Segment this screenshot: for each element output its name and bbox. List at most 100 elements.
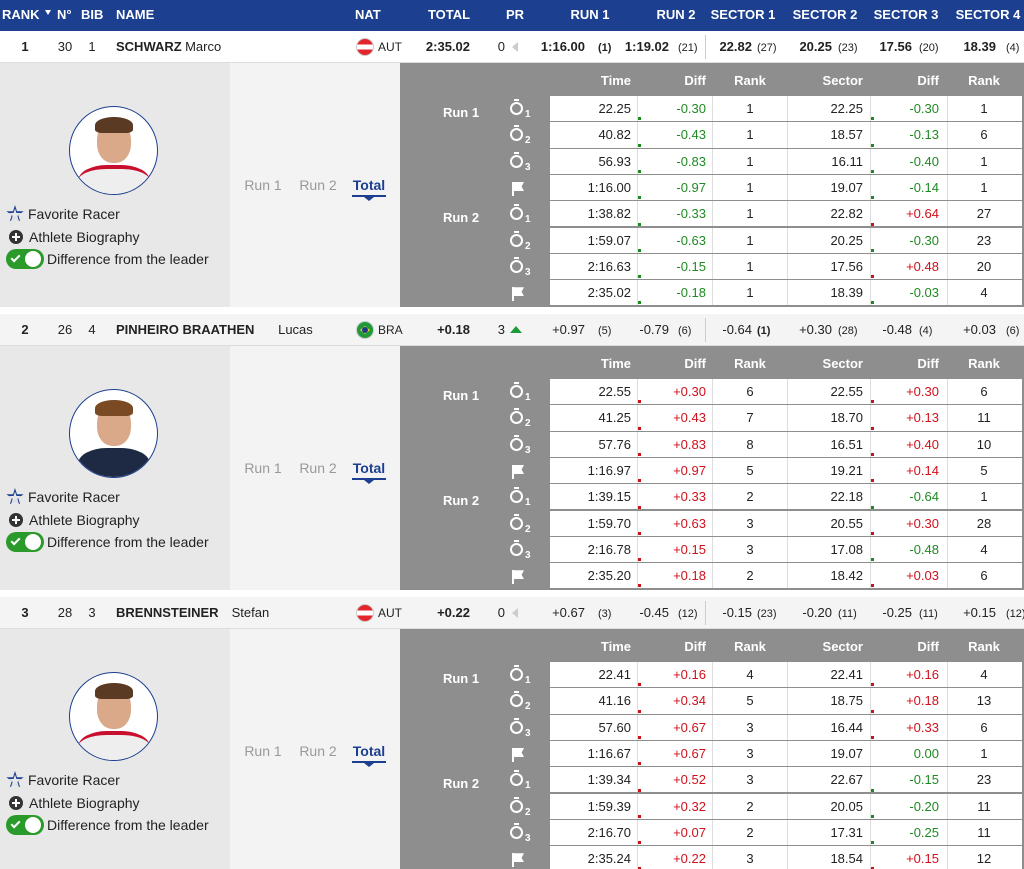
athlete-photo: [69, 106, 158, 195]
time-value: 22.41: [830, 667, 863, 683]
split-number: 3: [525, 161, 531, 173]
time-value: 22.25: [598, 101, 631, 117]
tab[interactable]: Run 2: [299, 177, 337, 193]
favorite-link[interactable]: Favorite Racer: [28, 489, 120, 505]
biography-link[interactable]: Athlete Biography: [29, 795, 140, 811]
rank-value: 5: [980, 463, 988, 479]
tab[interactable]: Run 2: [299, 460, 337, 476]
tab-active[interactable]: Total: [352, 177, 386, 193]
bib: 1: [88, 39, 96, 54]
column-header[interactable]: SECTOR 1: [710, 7, 776, 22]
cell-border: [787, 457, 788, 484]
sector-rank: (4): [1006, 42, 1020, 54]
column-header[interactable]: SECTOR 2: [792, 7, 858, 22]
stopwatch-top: [514, 539, 519, 542]
cell-border: [787, 714, 788, 740]
column-header[interactable]: TOTAL: [427, 7, 471, 22]
column-header[interactable]: SECTOR 4: [955, 7, 1021, 22]
stopwatch-top: [514, 691, 519, 694]
cell-border: [870, 846, 871, 869]
tab[interactable]: Run 1: [244, 743, 282, 759]
previous-rank: 0: [497, 39, 505, 54]
difference-toggle-label[interactable]: Difference from the leader: [47, 251, 209, 267]
tab[interactable]: Run 1: [244, 177, 282, 193]
split-row: [550, 201, 1022, 227]
plus-v: [15, 799, 17, 807]
finish-flag-icon: [512, 853, 524, 863]
column-header[interactable]: PR: [505, 7, 525, 22]
split-column-header: Rank: [734, 73, 766, 88]
tab-active[interactable]: Total: [352, 743, 386, 759]
cell-border: [787, 431, 788, 457]
split-column-header: Time: [600, 73, 631, 88]
athlete-photo: [69, 672, 158, 761]
cell-border: [637, 846, 638, 869]
rank-value: 3: [746, 515, 754, 531]
first-name[interactable]: Marco: [185, 39, 222, 54]
column-header[interactable]: NAME: [116, 7, 155, 22]
diff-marker: [638, 479, 641, 483]
column-header[interactable]: RUN 1: [570, 7, 610, 22]
tab-active[interactable]: Total: [352, 460, 386, 476]
cell-border: [947, 457, 948, 484]
favorite-link[interactable]: Favorite Racer: [28, 772, 120, 788]
cell-border: [637, 174, 638, 201]
time-value: 19.07: [830, 746, 863, 762]
biography-link[interactable]: Athlete Biography: [29, 229, 140, 245]
diff-marker: [638, 426, 641, 430]
column-header[interactable]: NAT: [355, 7, 381, 22]
split-row: [550, 688, 1022, 714]
last-name[interactable]: SCHWARZ: [116, 39, 182, 54]
split-column-header: Time: [600, 639, 631, 654]
difference-toggle-label[interactable]: Difference from the leader: [47, 534, 209, 550]
cell-border: [712, 536, 713, 563]
difference-toggle-label[interactable]: Difference from the leader: [47, 817, 209, 833]
stopwatch-icon: [510, 437, 523, 451]
cell-border: [787, 846, 788, 869]
sector-time: 18.39: [963, 39, 996, 54]
biography-link[interactable]: Athlete Biography: [29, 512, 140, 528]
split-row: [550, 148, 1022, 174]
stopwatch-icon: [510, 259, 523, 273]
rank-value: 7: [746, 410, 754, 426]
split-number: 3: [525, 266, 531, 278]
sector-rank: (11): [919, 608, 938, 620]
photo-hair: [95, 117, 133, 133]
first-name[interactable]: Stefan: [231, 605, 270, 620]
first-name[interactable]: Lucas: [278, 322, 313, 337]
split-column-header: Diff: [917, 639, 939, 654]
diff-marker: [638, 143, 641, 147]
tab[interactable]: Run 2: [299, 743, 337, 759]
time-value: 22.41: [598, 667, 631, 683]
photo-body: [78, 165, 150, 194]
column-header[interactable]: RANK: [2, 7, 40, 22]
cell-border: [637, 662, 638, 688]
diff-marker: [638, 301, 641, 305]
last-name[interactable]: BRENNSTEINER: [116, 605, 219, 620]
cell-border: [787, 96, 788, 122]
column-header[interactable]: RUN 2: [656, 7, 696, 22]
col-separator: [705, 318, 706, 342]
diff-value: +0.18: [673, 568, 706, 584]
cell-border: [870, 431, 871, 457]
sector-time: -0.48: [882, 322, 912, 337]
split-column-header: Rank: [968, 356, 1000, 371]
split-number: 1: [525, 109, 531, 121]
favorite-link[interactable]: Favorite Racer: [28, 206, 120, 222]
tab[interactable]: Run 1: [244, 460, 282, 476]
split-row: [550, 174, 1022, 201]
time-value: 1:16.97: [587, 463, 631, 479]
last-name[interactable]: PINHEIRO BRAATHEN: [116, 322, 255, 337]
diff-marker: [638, 400, 641, 404]
cell-border: [947, 174, 948, 201]
diff-marker: [871, 117, 874, 121]
tab-underline: [352, 478, 386, 480]
rank-value: 1: [746, 285, 754, 301]
column-header[interactable]: SECTOR 3: [873, 7, 939, 22]
diff-marker: [638, 867, 641, 869]
column-header[interactable]: N°: [57, 7, 72, 22]
column-header[interactable]: BIB: [81, 7, 104, 22]
rank-value: 6: [980, 719, 988, 735]
cell-border: [947, 484, 948, 510]
rank-value: 10: [976, 436, 992, 452]
